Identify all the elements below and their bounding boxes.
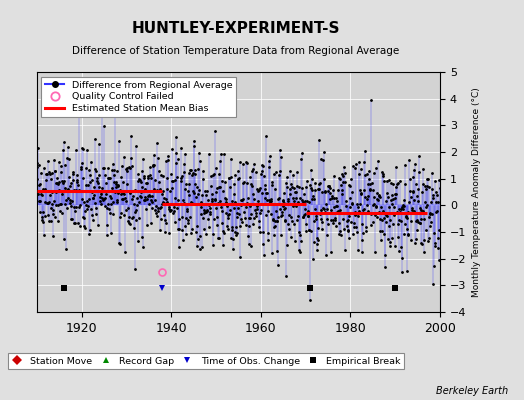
Text: Difference of Station Temperature Data from Regional Average: Difference of Station Temperature Data f… [72, 46, 399, 56]
Text: Berkeley Earth: Berkeley Earth [436, 386, 508, 396]
Legend: Station Move, Record Gap, Time of Obs. Change, Empirical Break: Station Move, Record Gap, Time of Obs. C… [8, 353, 405, 369]
Y-axis label: Monthly Temperature Anomaly Difference (°C): Monthly Temperature Anomaly Difference (… [472, 87, 481, 297]
Text: HUNTLEY-EXPERIMENT-S: HUNTLEY-EXPERIMENT-S [132, 21, 340, 36]
